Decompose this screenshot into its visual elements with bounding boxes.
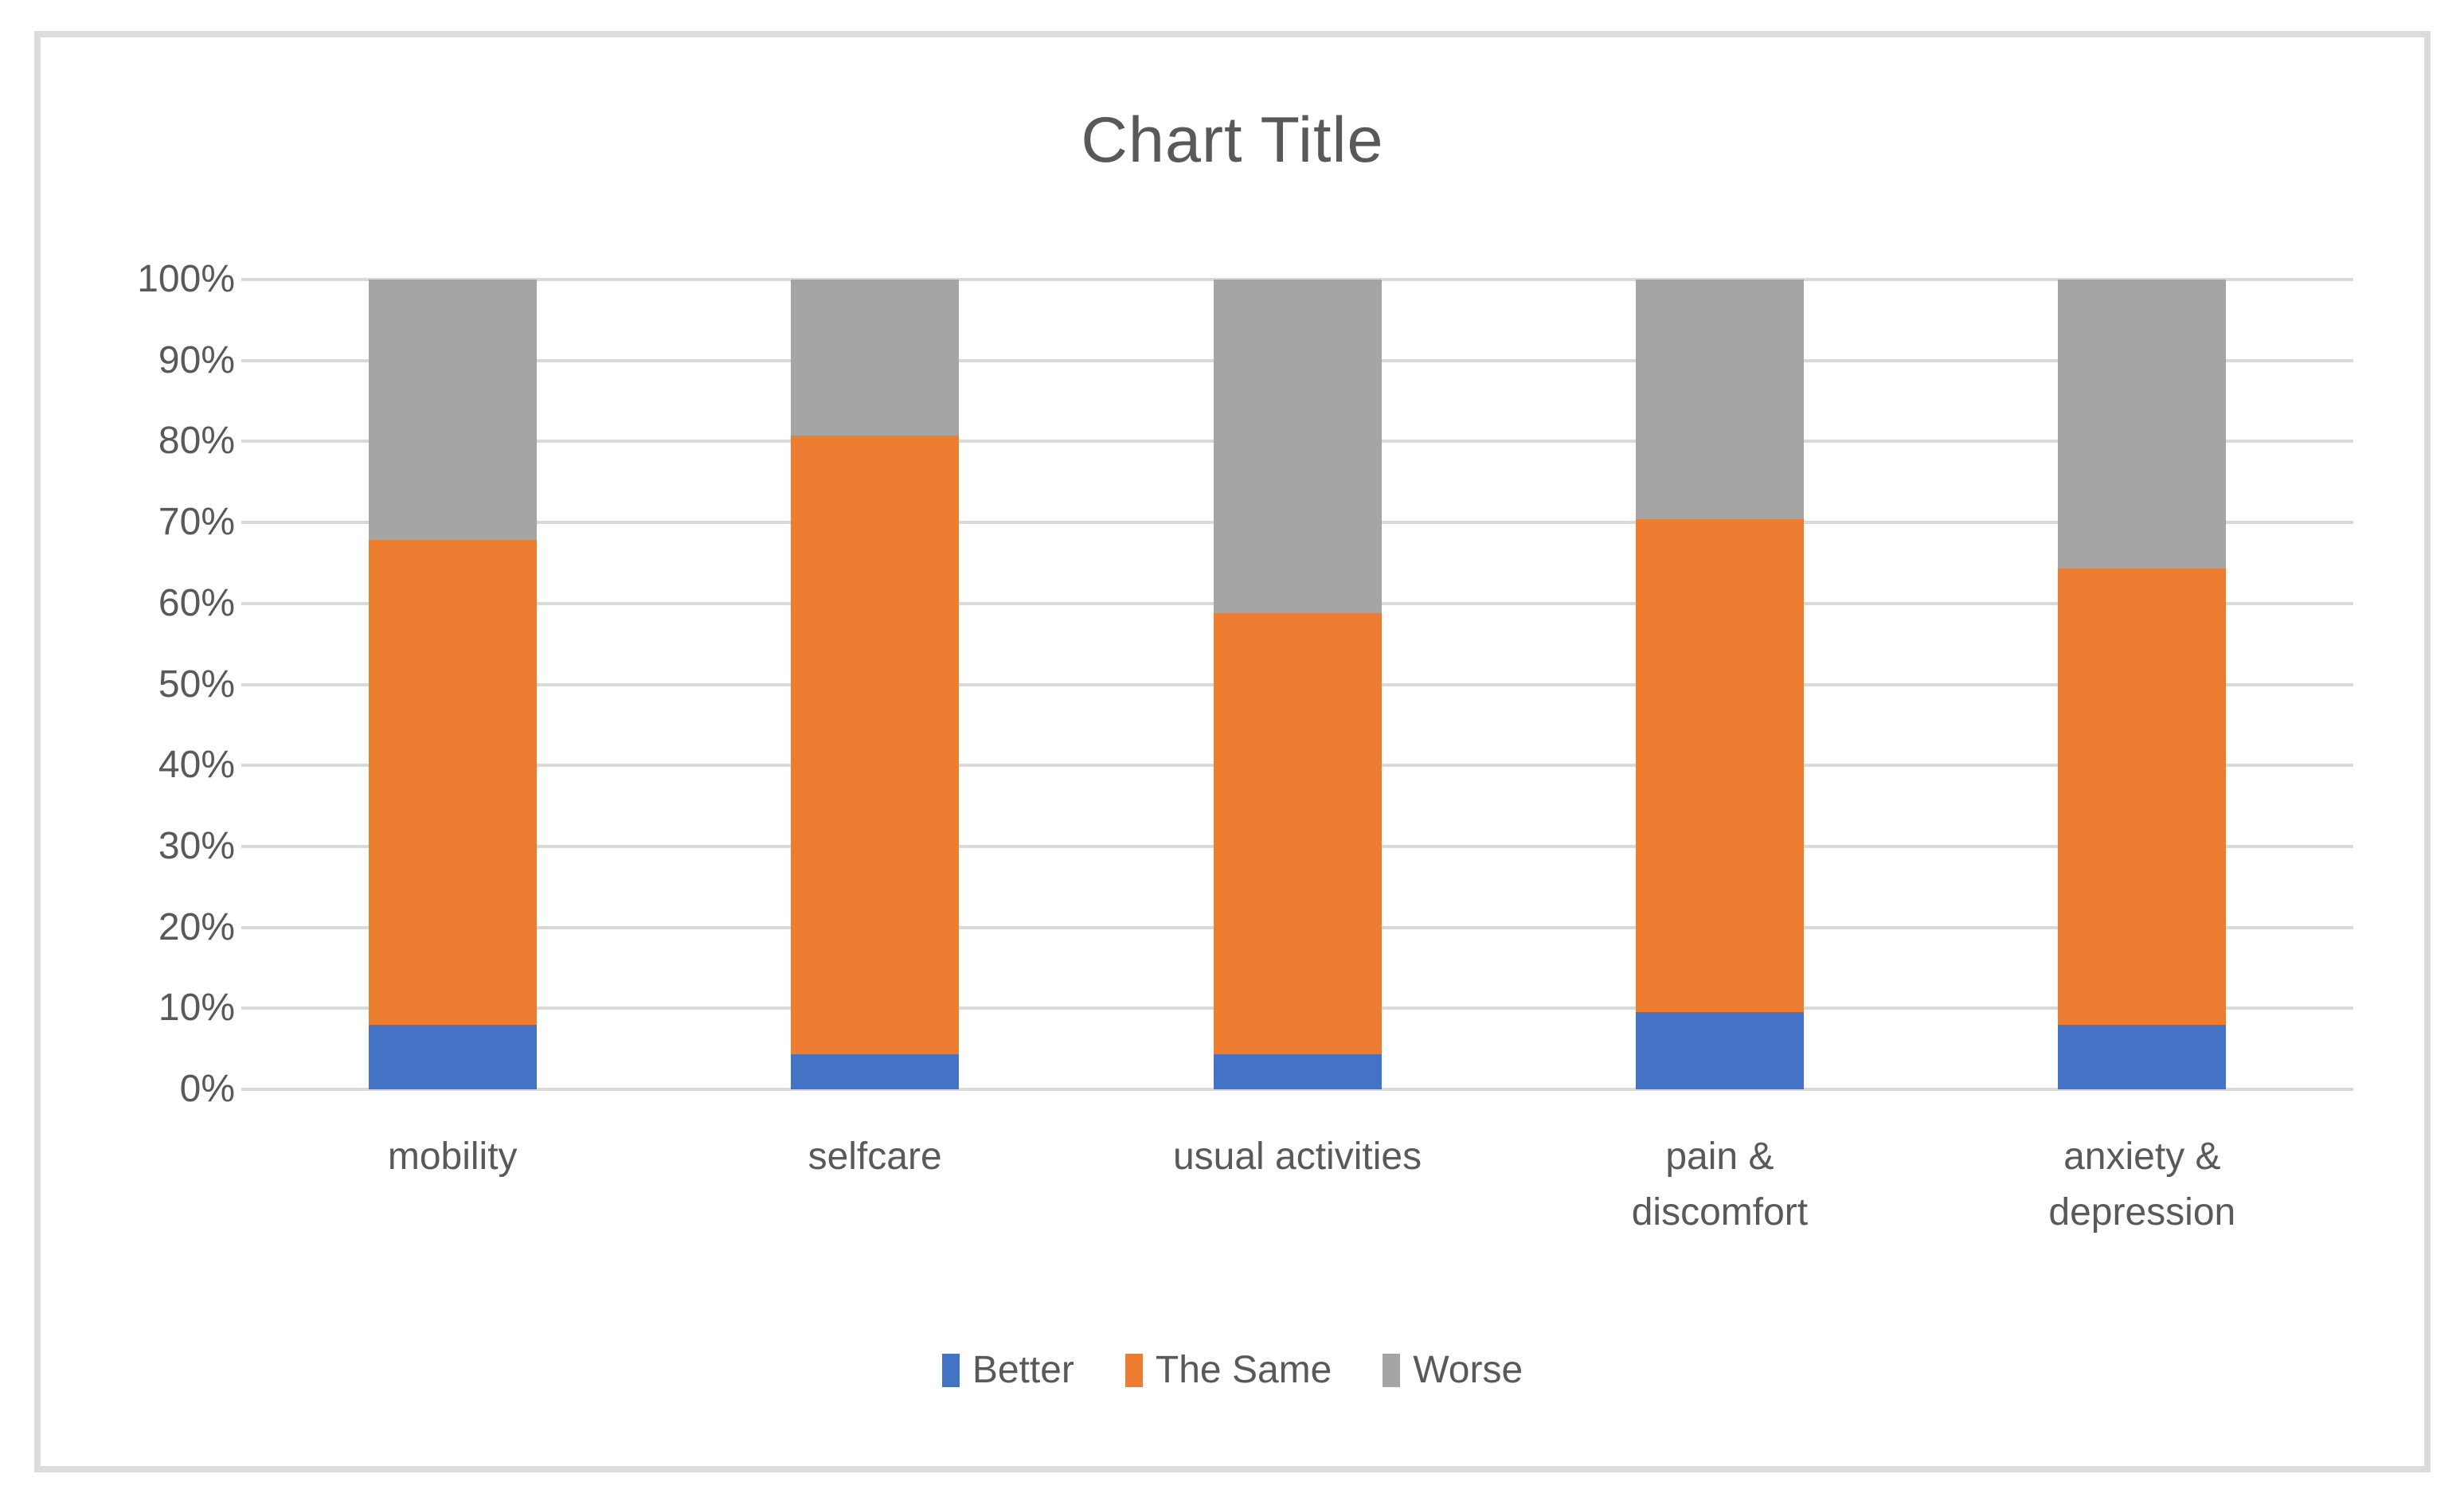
bar-slot-anxiety-depression [1931, 280, 2353, 1089]
legend-swatch-worse [1383, 1354, 1401, 1387]
bar-segment-pain-discomfort-the-same [1635, 519, 1804, 1013]
plot-area [241, 278, 2353, 1091]
x-category-label-pain-discomfort: pain & discomfort [1631, 1136, 1809, 1233]
y-tick-label-70%: 70% [158, 501, 235, 544]
bar-segment-usual-activities-better [1213, 1054, 1382, 1089]
stacked-bar-usual-activities [1213, 280, 1382, 1089]
legend-item-the-same: The Same [1124, 1349, 1332, 1391]
y-tick-label-50%: 50% [158, 663, 235, 706]
y-tick-label-40%: 40% [158, 744, 235, 787]
y-tick-label-10%: 10% [158, 987, 235, 1030]
y-axis-tick-labels: 0% 10% 20% 30% 40% 50% 60% 70% 80% 90% 100% [41, 260, 235, 1108]
bar-slot-pain-discomfort [1508, 280, 1930, 1089]
stacked-bar-anxiety-depression [2058, 280, 2227, 1089]
y-tick-label-80%: 80% [158, 420, 235, 463]
legend-swatch-the-same [1124, 1354, 1143, 1387]
bar-segment-usual-activities-the-same [1213, 613, 1382, 1055]
bar-segment-selfcare-the-same [791, 436, 960, 1055]
bar-segment-mobility-the-same [368, 540, 537, 1025]
bar-segment-pain-discomfort-worse [1635, 280, 1804, 520]
x-category-label-anxiety-depression: anxiety & depression [2048, 1136, 2236, 1233]
bar-segment-usual-activities-worse [1213, 280, 1382, 614]
bar-slot-usual-activities [1086, 280, 1508, 1089]
stacked-bar-pain-discomfort [1635, 280, 1804, 1089]
y-tick-label-60%: 60% [158, 581, 235, 624]
legend-label-better: Better [972, 1349, 1074, 1391]
bar-segment-anxiety-depression-the-same [2058, 569, 2227, 1025]
bar-slot-selfcare [663, 280, 1085, 1089]
gridline-0% [241, 1088, 2353, 1091]
chart-frame: Chart Title 0% 10% 20% 30% 40% 50% 60% 70% 80% 90… [34, 31, 2431, 1472]
gridline-100% [241, 278, 2353, 281]
bar-segment-anxiety-depression-worse [2058, 280, 2227, 569]
bar-segment-mobility-better [368, 1024, 537, 1089]
x-category-label-mobility: mobility [387, 1136, 518, 1178]
bar-segment-selfcare-better [791, 1054, 960, 1089]
x-axis-category-labels: mobility selfcare usual activities pain & d… [241, 1129, 2353, 1240]
bars-layer [241, 280, 2353, 1089]
y-tick-label-20%: 20% [158, 905, 235, 948]
bar-slot-mobility [241, 280, 663, 1089]
legend: Better The Same Worse [41, 1351, 2424, 1390]
bar-segment-anxiety-depression-better [2058, 1024, 2227, 1089]
x-category-label-selfcare: selfcare [808, 1136, 942, 1178]
legend-label-worse: Worse [1413, 1349, 1523, 1391]
bar-segment-mobility-worse [368, 280, 537, 541]
legend-swatch-better [941, 1354, 960, 1387]
bar-segment-pain-discomfort-better [1635, 1012, 1804, 1089]
stacked-bar-selfcare [791, 280, 960, 1089]
legend-item-better: Better [941, 1349, 1074, 1391]
x-category-label-usual-activities: usual activities [1172, 1136, 1422, 1178]
y-tick-label-90%: 90% [158, 338, 235, 381]
stacked-bar-mobility [368, 280, 537, 1089]
bar-segment-selfcare-worse [791, 280, 960, 436]
y-tick-label-30%: 30% [158, 824, 235, 867]
y-tick-label-100%: 100% [137, 258, 235, 300]
y-tick-label-0%: 0% [179, 1068, 235, 1110]
legend-item-worse: Worse [1383, 1351, 1523, 1390]
chart-title: Chart Title [1081, 104, 1384, 176]
legend-label-the-same: The Same [1155, 1349, 1332, 1391]
